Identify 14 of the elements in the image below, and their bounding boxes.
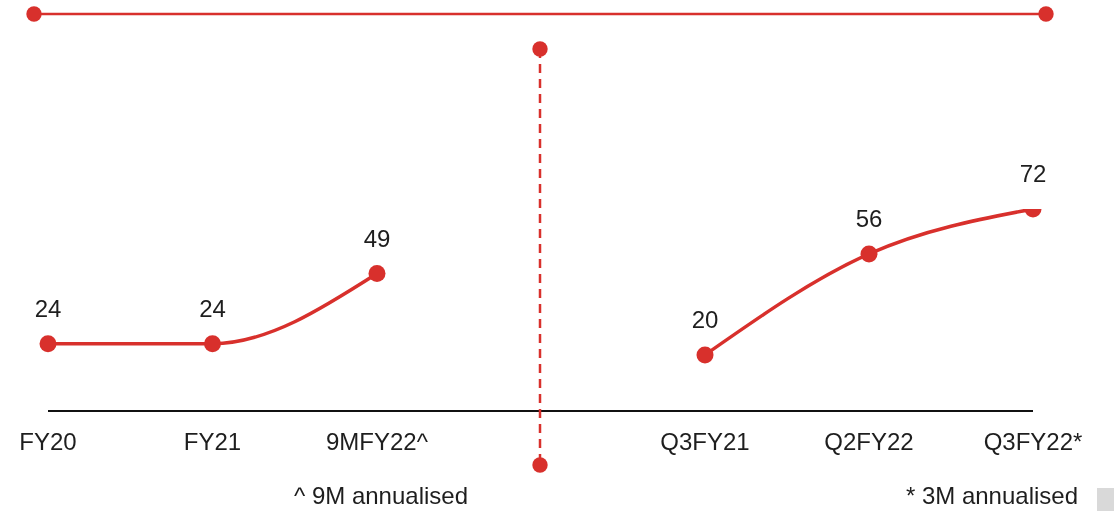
x-tick-label: Q3FY21 xyxy=(660,428,750,456)
x-tick-label: FY21 xyxy=(183,428,242,456)
x-tick-label: 9MFY22^ xyxy=(326,428,429,456)
text: ^ 9M annualised xyxy=(293,482,468,510)
text: * 3M annualised xyxy=(905,482,1078,510)
x-tick-label: FY20 xyxy=(19,428,77,456)
data-label: 20 xyxy=(691,305,719,333)
data-label: 49 xyxy=(363,224,391,252)
data-label: 24 xyxy=(199,294,226,322)
x-tick-label: Q2FY22 xyxy=(824,428,914,456)
data-label: 56 xyxy=(855,204,883,232)
data-label: 72 xyxy=(1019,160,1047,187)
data-label: 24 xyxy=(34,294,62,322)
x-tick-label: Q3FY22* xyxy=(983,428,1083,456)
